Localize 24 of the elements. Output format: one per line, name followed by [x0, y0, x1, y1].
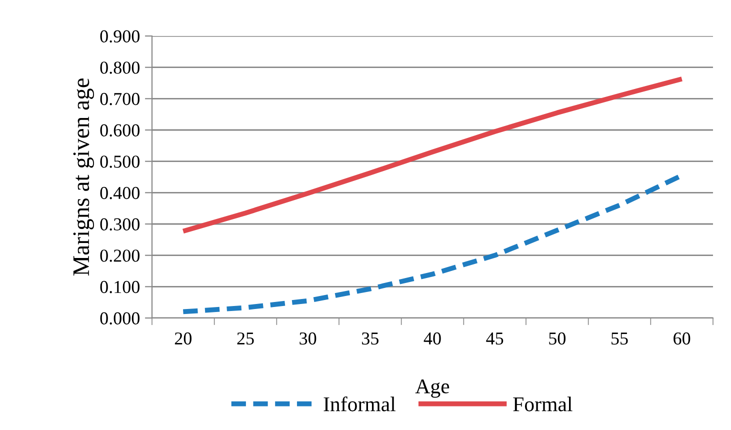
y-tick-label: 0.700 [100, 92, 140, 106]
y-tick-label: 0.900 [100, 30, 140, 43]
x-tick-label: 45 [486, 332, 504, 345]
x-tick-label: 25 [237, 332, 254, 345]
x-tick-label: 20 [174, 332, 192, 345]
y-axis-title: Marigns at given age [73, 78, 94, 276]
line-series [180, 76, 684, 234]
y-tick-label: 0.800 [100, 62, 140, 74]
legend-label: Formal [513, 396, 572, 412]
x-tick-label: 60 [674, 332, 690, 345]
x-tick-label: 35 [362, 332, 378, 345]
x-tick-label: 55 [612, 332, 628, 345]
y-tick-label: 0.100 [100, 280, 140, 294]
x-tick-label: 30 [300, 332, 316, 345]
x-axis-title: Age [415, 379, 450, 398]
y-tick-label: 0.200 [100, 250, 140, 262]
y-tick-label: 0.400 [100, 186, 140, 200]
y-tick-label: 0.500 [100, 156, 140, 168]
x-tick-label: 50 [549, 332, 566, 345]
y-tick-label: 0.300 [100, 218, 140, 231]
y-tick-label: 0.000 [100, 312, 140, 325]
y-tick-label: 0.600 [100, 124, 140, 137]
x-tick-label: 40 [424, 332, 441, 345]
legend-label: Informal [324, 396, 396, 412]
